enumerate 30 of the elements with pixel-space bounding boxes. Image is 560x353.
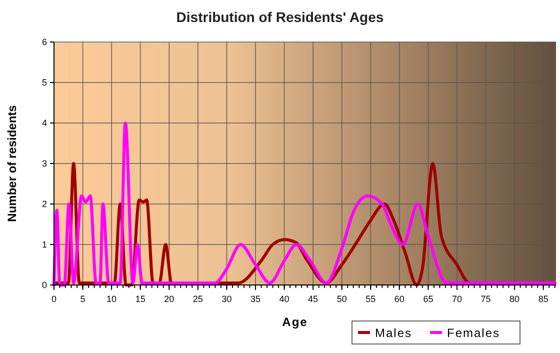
y-tick-label: 6 [42, 37, 47, 47]
x-tick-label: 55 [366, 294, 376, 304]
y-tick-label: 0 [42, 280, 47, 290]
y-axis-title: Number of residents [5, 104, 19, 222]
y-tick-label: 1 [42, 240, 47, 250]
x-tick-label: 45 [308, 294, 318, 304]
x-tick-label: 10 [106, 294, 117, 304]
x-tick-label: 35 [250, 294, 260, 304]
chart-title: Distribution of Residents' Ages [176, 9, 384, 25]
y-tick-label: 5 [42, 78, 47, 88]
x-tick-label: 50 [336, 294, 347, 304]
x-tick-label: 40 [279, 294, 290, 304]
x-tick-label: 75 [480, 294, 491, 304]
legend-label: Males [375, 326, 412, 340]
x-axis-title: Age [282, 315, 308, 329]
x-tick-label: 85 [538, 294, 548, 304]
y-tick-label: 3 [42, 158, 47, 168]
x-tick-label: 15 [135, 294, 146, 304]
x-tick-label: 20 [164, 294, 174, 304]
x-tick-label: 5 [80, 294, 86, 304]
x-tick-label: 60 [394, 294, 404, 304]
x-tick-label: 0 [51, 294, 57, 304]
x-tick-label: 80 [510, 294, 520, 304]
legend-label: Females [447, 326, 500, 340]
x-tick-label: 25 [192, 294, 203, 304]
x-tick-label: 70 [452, 294, 462, 304]
y-tick-label: 2 [42, 199, 47, 209]
x-tick-label: 65 [423, 294, 434, 304]
y-tick-label: 4 [42, 118, 47, 128]
x-tick-label: 30 [222, 294, 232, 304]
